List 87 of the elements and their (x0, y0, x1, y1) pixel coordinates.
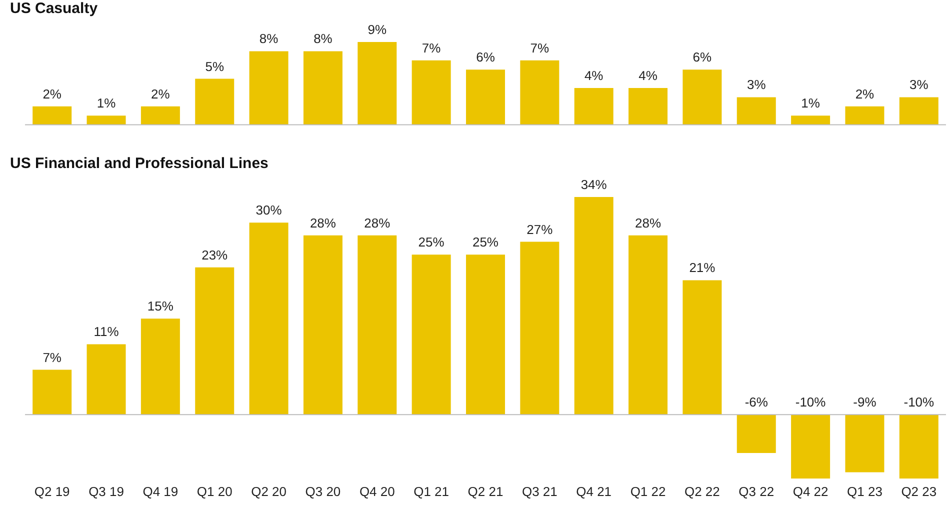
x-tick-label: Q2 22 (684, 484, 720, 499)
bar (140, 106, 180, 125)
x-tick-label: Q1 21 (414, 484, 450, 499)
bar (682, 70, 722, 125)
x-tick-label: Q2 23 (901, 484, 937, 499)
x-tick-label: Q4 20 (359, 484, 395, 499)
bar (791, 116, 830, 125)
data-label: 27% (526, 222, 554, 237)
data-label: 9% (368, 22, 387, 37)
data-label: 5% (205, 58, 224, 74)
x-tick-label: Q2 21 (468, 484, 504, 499)
data-label: 25% (472, 234, 499, 250)
data-label: 8% (259, 31, 279, 46)
bar (32, 370, 72, 414)
bar (899, 414, 938, 478)
data-label: 7% (42, 350, 62, 365)
x-tick-label: Q2 19 (34, 484, 70, 499)
bar (86, 116, 126, 125)
bar (574, 88, 614, 125)
x-tick-label: Q3 19 (88, 484, 124, 499)
bar (195, 78, 234, 125)
bar (682, 280, 722, 414)
x-tick-label: Q3 20 (305, 484, 341, 499)
bar (358, 235, 397, 414)
data-label: 6% (692, 50, 712, 65)
chart-title: US Financial and Professional Lines (9, 154, 270, 174)
bar (628, 235, 668, 414)
data-label: 2% (855, 86, 875, 102)
data-label: 28% (635, 215, 662, 230)
x-tick-label: Q2 20 (251, 484, 286, 499)
bar (628, 88, 668, 125)
data-label: -10% (795, 394, 826, 410)
bar (574, 196, 614, 414)
bar (520, 60, 560, 125)
data-label: -10% (904, 394, 935, 410)
data-label: 28% (364, 215, 391, 230)
data-label: -9% (853, 394, 877, 410)
bar (249, 51, 288, 125)
bar (736, 414, 776, 453)
bar (195, 267, 234, 414)
x-tick-label: Q3 22 (738, 484, 774, 499)
bar (466, 254, 505, 414)
bar (845, 414, 884, 472)
data-label: 8% (314, 31, 333, 46)
data-label: 23% (202, 247, 228, 262)
bar (140, 318, 180, 414)
data-label: 2% (42, 86, 62, 102)
bar (791, 414, 830, 478)
x-tick-label: Q4 22 (792, 484, 828, 499)
data-label: 3% (910, 77, 929, 92)
data-label: 30% (256, 202, 282, 218)
data-label: 6% (476, 50, 496, 65)
bar (249, 222, 288, 414)
data-label: -6% (744, 394, 768, 410)
data-label: 4% (638, 68, 658, 83)
bar (736, 97, 776, 125)
bar (520, 242, 560, 414)
data-label: 7% (422, 40, 442, 56)
data-label: 4% (584, 68, 604, 83)
data-label: 7% (530, 40, 550, 56)
bar (845, 106, 884, 125)
bar (412, 60, 451, 125)
data-label: 28% (310, 215, 336, 230)
data-label: 3% (746, 77, 766, 92)
data-label: 1% (96, 96, 116, 111)
data-label: 1% (801, 96, 820, 111)
x-tick-label: Q4 21 (576, 484, 612, 499)
x-tick-label: Q4 19 (142, 484, 178, 499)
bar (899, 97, 938, 125)
bar (32, 106, 72, 125)
bar (358, 42, 397, 125)
chart-title: US Casualty (9, 0, 99, 19)
x-tick-label: Q1 20 (196, 484, 232, 499)
data-label: 15% (147, 298, 174, 314)
x-tick-label: Q1 22 (630, 484, 666, 499)
data-label: 34% (580, 176, 608, 192)
bar (86, 344, 126, 414)
data-label: 2% (151, 86, 170, 102)
x-tick-label: Q1 23 (847, 484, 882, 499)
bar (303, 235, 342, 414)
x-tick-label: Q3 21 (522, 484, 558, 499)
bar (303, 51, 342, 125)
data-label: 25% (418, 234, 445, 250)
bar (466, 70, 505, 125)
data-label: 11% (94, 324, 120, 339)
bar (412, 254, 451, 414)
data-label: 21% (689, 260, 716, 275)
